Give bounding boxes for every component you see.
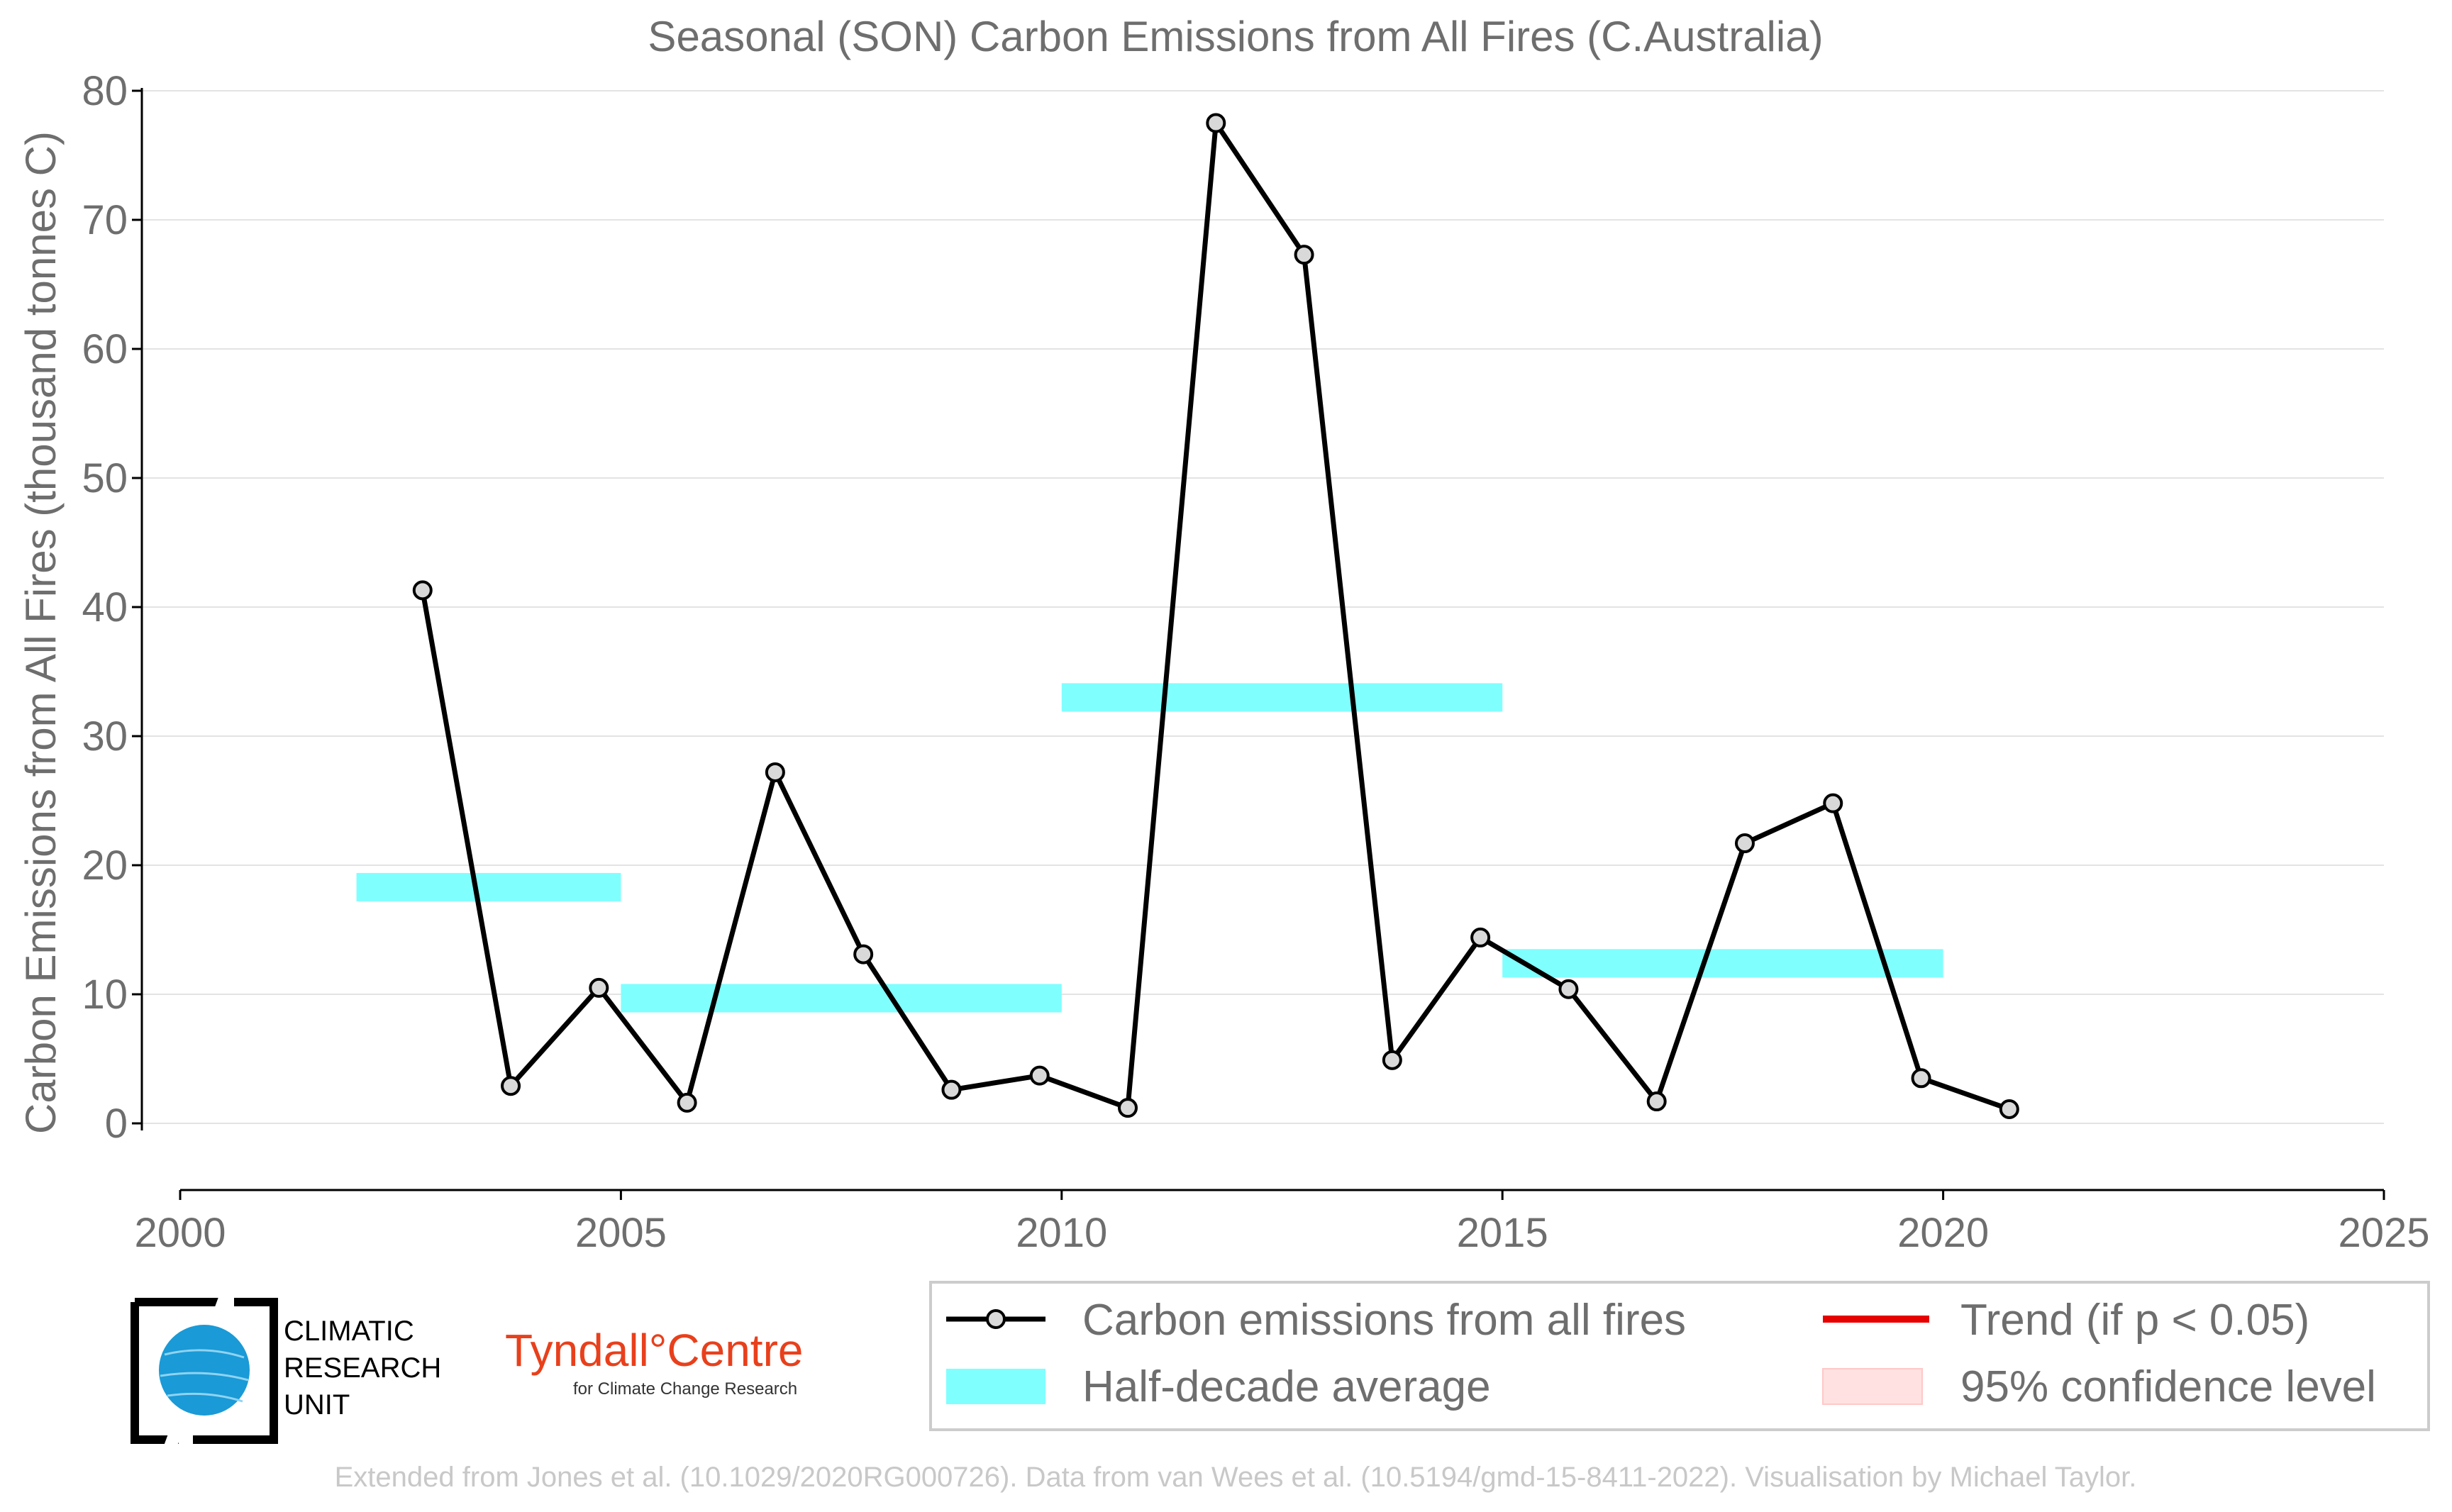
tyndall-logo-text: Tyndall°Centre	[505, 1325, 803, 1376]
data-point	[589, 977, 609, 998]
x-tick-label: 2020	[1897, 1210, 1989, 1256]
half-decade-average-bands	[356, 683, 1943, 1013]
legend-label-emissions: Carbon emissions from all fires	[1082, 1296, 1686, 1345]
data-point	[501, 1076, 521, 1096]
half-decade-band	[621, 984, 1062, 1013]
data-point	[1382, 1050, 1402, 1070]
y-tick-label: 50	[82, 455, 128, 501]
data-point	[1734, 833, 1755, 854]
series-carbon-emissions	[412, 113, 2019, 1119]
half-decade-band	[356, 872, 621, 901]
legend-swatch-half-decade	[946, 1369, 1045, 1404]
data-point	[853, 944, 874, 965]
y-tick-label: 0	[105, 1101, 128, 1147]
data-point	[1294, 245, 1314, 265]
y-tick-labels: 0 10 20 30 40 50 60 70 80	[82, 68, 128, 1147]
x-tick-label: 2015	[1457, 1210, 1548, 1256]
axes	[132, 88, 2385, 1200]
legend-label-trend: Trend (if p < 0.05)	[1960, 1296, 2309, 1345]
y-tick-label: 60	[82, 326, 128, 372]
legend-box	[929, 1281, 2430, 1431]
y-tick-label: 40	[82, 584, 128, 630]
data-point	[1911, 1068, 1931, 1089]
cru-logo-line-2: RESEARCH	[284, 1352, 441, 1384]
x-tick-label: 2010	[1016, 1210, 1107, 1256]
data-point	[1206, 113, 1226, 133]
y-tick-label: 10	[82, 972, 128, 1018]
y-tick-label: 70	[82, 197, 128, 243]
legend-label-confidence: 95% confidence level	[1960, 1362, 2376, 1411]
cru-logo: CLIMATIC RESEARCH UNIT	[131, 1294, 441, 1450]
legend-label-half-decade: Half-decade average	[1082, 1362, 1491, 1411]
data-point	[1823, 793, 1843, 813]
tyndall-logo-subtext: for Climate Change Research	[573, 1379, 797, 1399]
x-tick-label: 2000	[134, 1210, 226, 1256]
legend-swatch-marker	[986, 1309, 1006, 1329]
legend-swatch-confidence	[1822, 1368, 1923, 1405]
y-tick-label: 20	[82, 843, 128, 889]
data-point	[412, 580, 433, 601]
data-point	[1999, 1099, 2019, 1119]
data-point	[677, 1092, 697, 1113]
data-point	[1118, 1098, 1138, 1118]
data-point	[1558, 979, 1579, 999]
footer-credits: Extended from Jones et al. (10.1029/2020…	[335, 1462, 2137, 1493]
y-tick-label: 30	[82, 713, 128, 760]
y-axis-label: Carbon Emissions from All Fires (thousan…	[17, 131, 65, 1134]
cru-logo-bracket-right	[193, 1298, 278, 1444]
half-decade-band	[1061, 683, 1503, 712]
data-point	[941, 1079, 962, 1100]
data-point	[765, 762, 785, 782]
globe-icon	[159, 1325, 250, 1416]
tyndall-logo: Tyndall°Centre for Climate Change Resear…	[505, 1325, 803, 1399]
x-tick-labels: 2000 2005 2010 2015 2020 2025	[134, 1210, 2429, 1256]
data-point	[1646, 1091, 1667, 1112]
gridlines	[142, 90, 2384, 1124]
data-point	[1029, 1065, 1050, 1086]
chart-title: Seasonal (SON) Carbon Emissions from All…	[648, 13, 1823, 60]
x-tick-label: 2005	[575, 1210, 667, 1256]
data-point	[1470, 927, 1491, 947]
cru-logo-line-3: UNIT	[284, 1389, 350, 1421]
half-decade-band	[1502, 949, 1943, 978]
legend: Carbon emissions from all fires Trend (i…	[929, 1281, 2430, 1431]
x-tick-label: 2025	[2338, 1210, 2429, 1256]
cru-logo-line-1: CLIMATIC	[284, 1316, 414, 1347]
cru-logo-bracket-left	[131, 1302, 179, 1444]
y-tick-label: 80	[82, 68, 128, 114]
